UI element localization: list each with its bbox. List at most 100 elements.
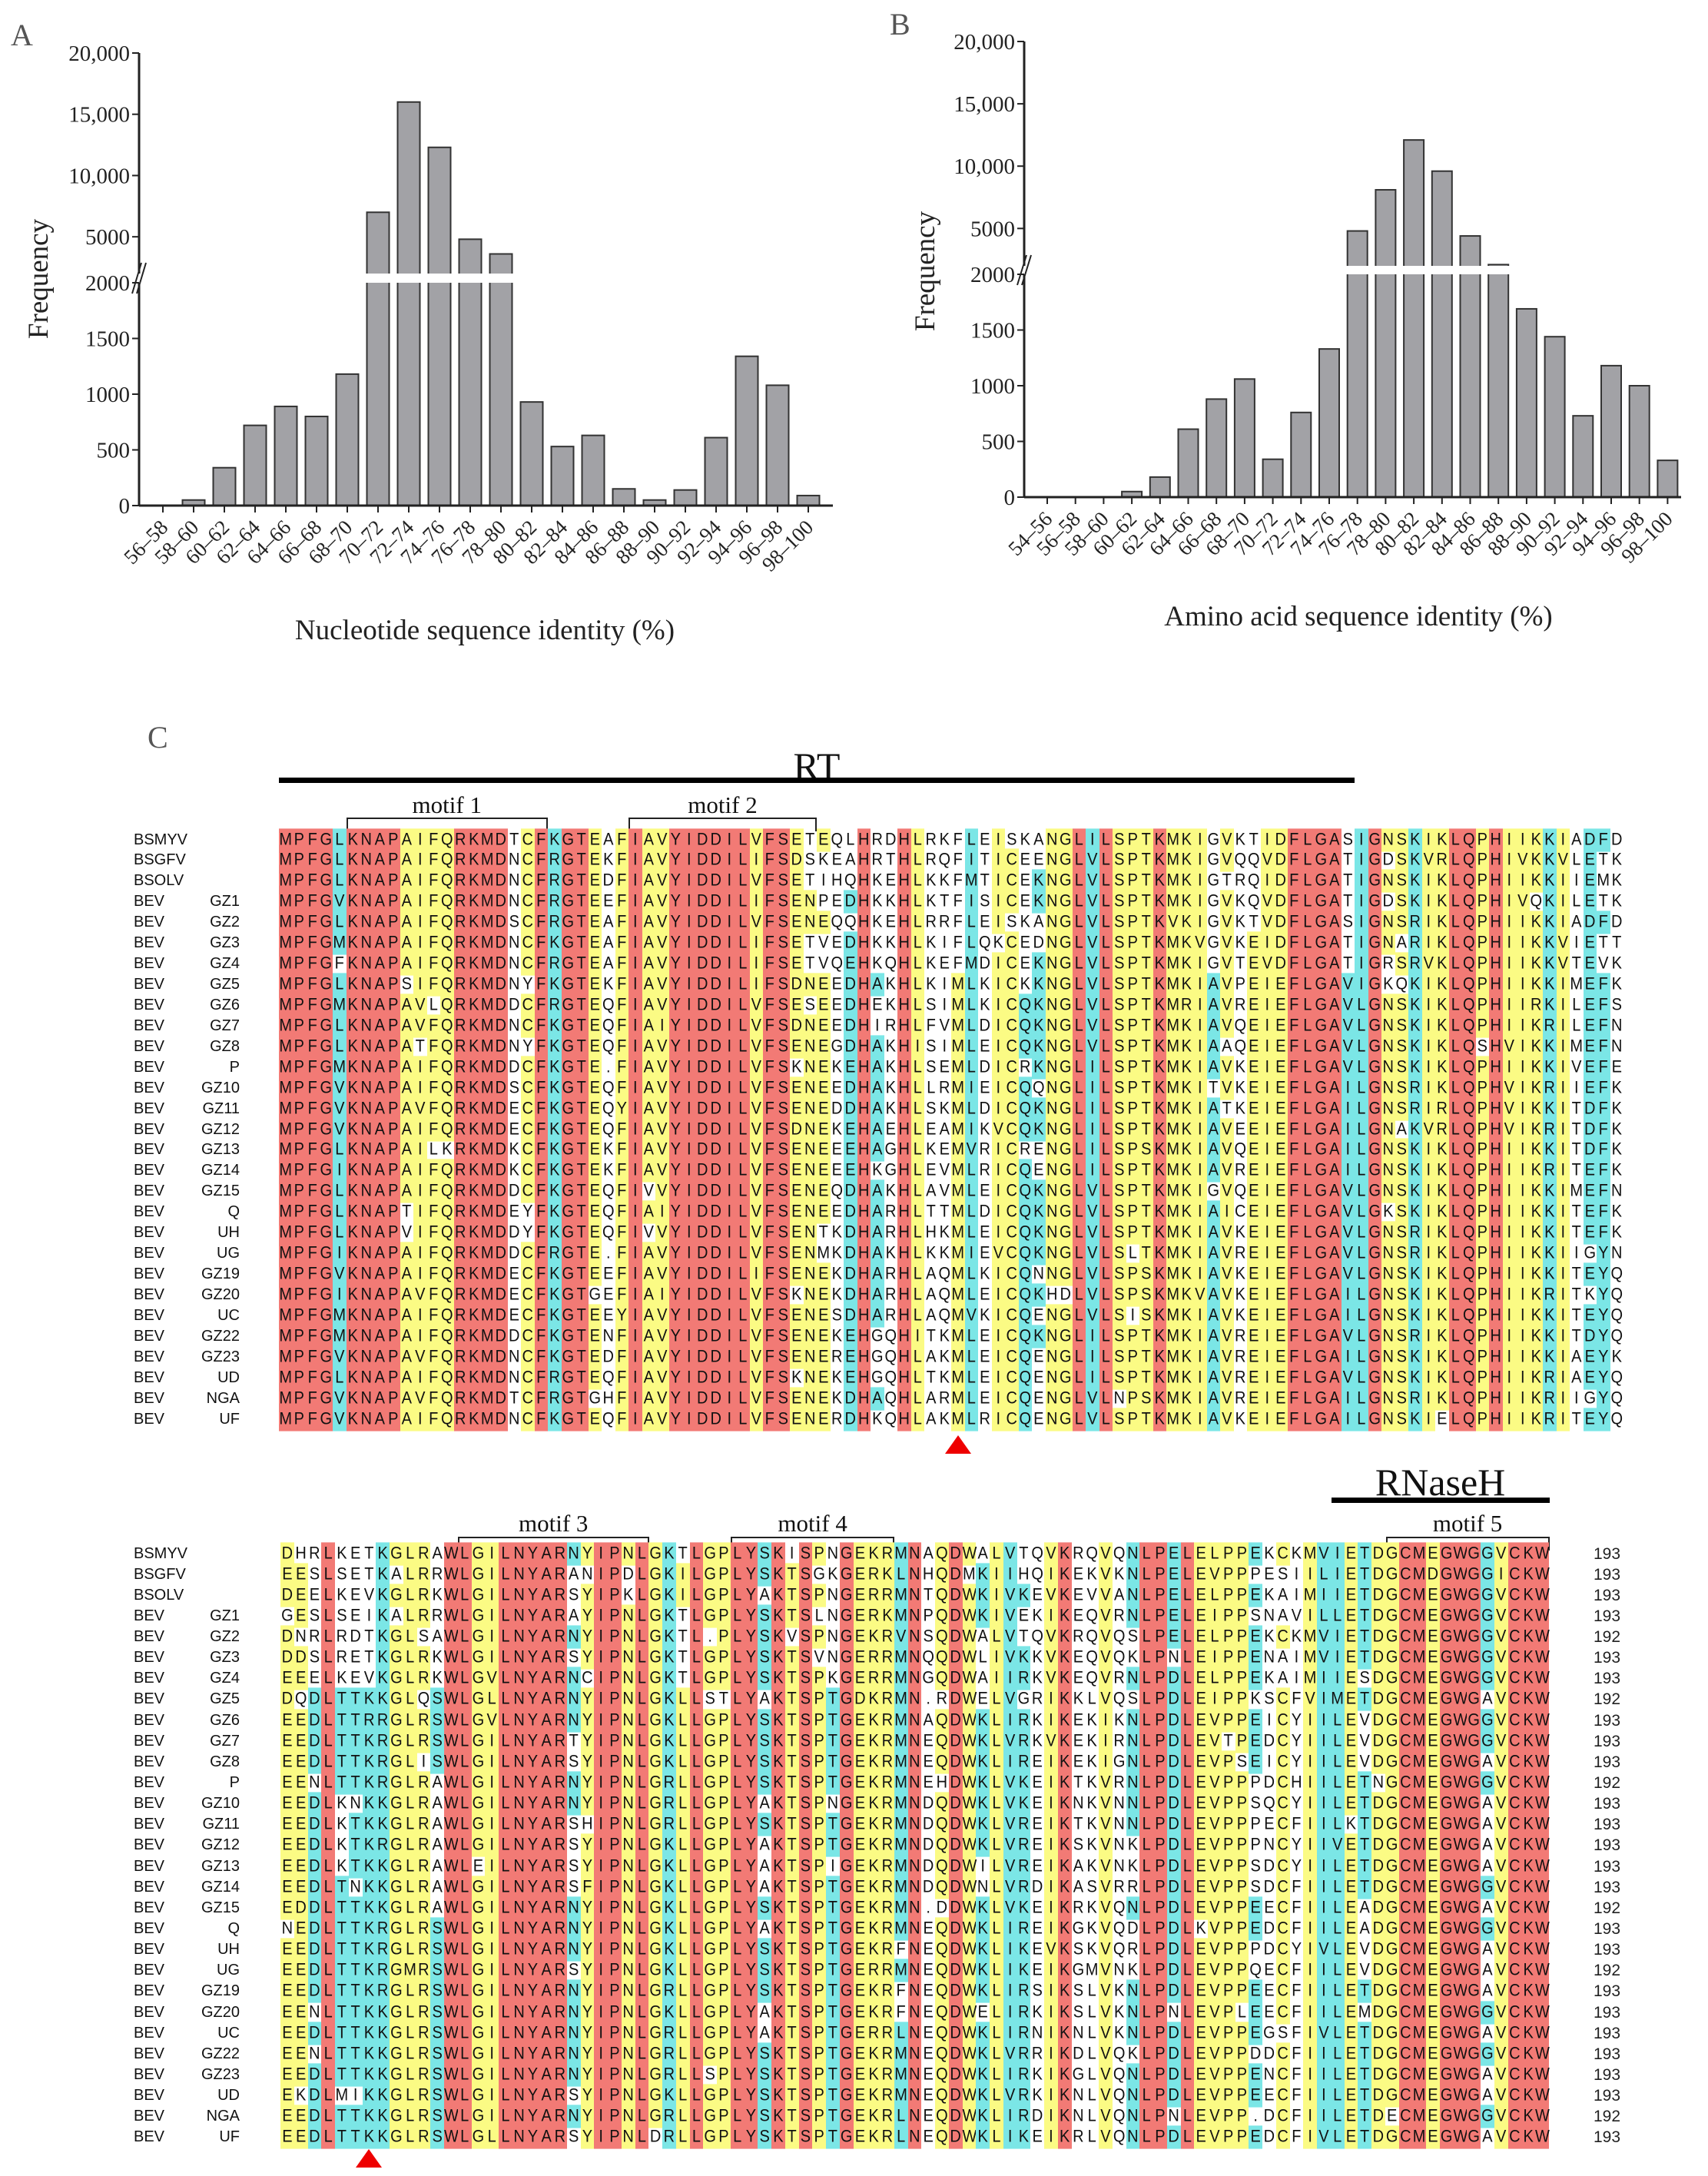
residue: S [1395, 1366, 1409, 1389]
residue: T [1139, 952, 1153, 975]
residue: Q [440, 1304, 454, 1327]
residue: A [871, 1201, 884, 1224]
residue: M [1166, 932, 1180, 955]
residue: Q [1610, 1387, 1624, 1410]
residue: N [1610, 1180, 1624, 1203]
isolate-id: GZ20 [178, 1285, 240, 1305]
residue: T [575, 952, 589, 975]
residue: V [992, 1242, 1006, 1265]
residue: E [817, 1056, 831, 1079]
residue: R [454, 932, 468, 955]
residue: K [1530, 1283, 1544, 1306]
residue: L [736, 952, 750, 975]
y-axis-title: Frequency [910, 211, 941, 331]
residue: M [817, 1242, 831, 1265]
residue: Q [1610, 1304, 1624, 1327]
residue: V [1086, 1387, 1099, 1410]
residue: I [1570, 1387, 1584, 1410]
residue: T [1139, 1345, 1153, 1368]
residue: V [750, 1366, 764, 1389]
residue: E [1274, 1056, 1288, 1079]
residue: L [736, 1222, 750, 1245]
isolate-id: GZ5 [178, 974, 240, 995]
residue: Y [669, 1283, 683, 1306]
residue: A [400, 1014, 414, 1037]
residue: D [696, 1076, 710, 1100]
residue: R [1543, 1014, 1557, 1037]
residue: K [1153, 1076, 1167, 1100]
residue: M [1166, 1387, 1180, 1410]
residue: E [790, 952, 804, 975]
residue: I [1516, 1283, 1530, 1306]
residue: C [521, 1180, 535, 1203]
residue: N [804, 1387, 818, 1410]
residue: L [1073, 1262, 1086, 1285]
residue: I [992, 1056, 1006, 1079]
residue: G [1368, 1366, 1382, 1389]
residue: L [1301, 1325, 1315, 1348]
residue: F [1288, 1262, 1302, 1285]
residue: R [938, 911, 952, 934]
residue: F [306, 911, 320, 934]
residue: I [1261, 1387, 1275, 1410]
residue: F [535, 1201, 549, 1224]
residue: I [992, 1283, 1006, 1306]
residue: K [1530, 1201, 1544, 1224]
residue: A [642, 952, 656, 975]
residue: I [992, 1222, 1006, 1245]
residue: T [575, 911, 589, 934]
residue: S [1395, 1201, 1409, 1224]
residue: A [400, 1076, 414, 1100]
residue: F [615, 1387, 629, 1410]
residue: T [1139, 1201, 1153, 1224]
residue: G [320, 1283, 333, 1306]
residue: Q [1462, 1262, 1476, 1285]
residue: I [1422, 1097, 1436, 1120]
residue: H [897, 1035, 911, 1058]
residue: D [494, 1283, 508, 1306]
residue: K [1408, 1262, 1422, 1285]
residue: Y [669, 1387, 683, 1410]
residue: K [790, 1283, 804, 1306]
residue: V [750, 1201, 764, 1224]
residue: K [347, 993, 360, 1017]
residue: Q [1019, 1097, 1033, 1120]
residue: C [1005, 1097, 1019, 1120]
residue: L [1073, 1366, 1086, 1389]
residue: Q [602, 1366, 615, 1389]
residue: S [508, 911, 522, 934]
sequence-name: BEV [134, 1202, 164, 1222]
residue: K [1180, 1076, 1194, 1100]
residue: Q [440, 1345, 454, 1368]
residue: L [736, 1242, 750, 1265]
residue: I [1261, 1076, 1275, 1100]
residue: V [1193, 932, 1207, 955]
residue: D [696, 911, 710, 934]
residue: T [1139, 932, 1153, 955]
residue: R [1234, 1345, 1248, 1368]
residue: K [1530, 1325, 1544, 1348]
residue: K [662, 1542, 676, 1565]
residue: D [844, 1201, 857, 1224]
residue: G [1368, 1180, 1382, 1203]
residue: I [723, 932, 737, 955]
residue: F [535, 1304, 549, 1327]
residue: E [978, 1222, 992, 1245]
residue: R [454, 1076, 468, 1100]
residue: I [682, 1180, 696, 1203]
residue: I [938, 932, 952, 955]
residue: I [1126, 1304, 1140, 1327]
residue: P [386, 1242, 400, 1265]
residue: I [1086, 1056, 1099, 1079]
residue: N [1381, 1283, 1395, 1306]
sequence-residues: MPFGLKNAPAIFQRKMDSCFRGTEAFIAVYIDDILVFSEN… [279, 912, 1623, 933]
residue: T [1139, 1035, 1153, 1058]
residue: I [992, 1325, 1006, 1348]
sequence-residues: MPFGLKNAPSIFQRKMDNYFKGTEKFIAVYIDDILIFSDN… [279, 974, 1623, 995]
residue: L [1073, 1325, 1086, 1348]
residue: V [1220, 952, 1234, 975]
residue: G [1315, 1304, 1328, 1327]
residue: E [589, 1304, 602, 1327]
residue: D [844, 1242, 857, 1265]
residue: D [494, 973, 508, 996]
